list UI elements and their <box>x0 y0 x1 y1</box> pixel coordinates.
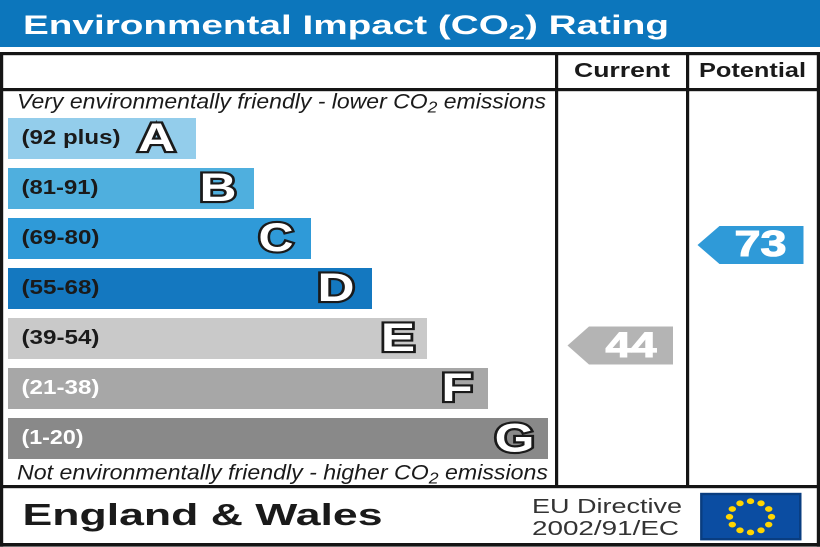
svg-text:D: D <box>317 265 354 310</box>
svg-text:G: G <box>495 415 535 460</box>
svg-text:(21-38): (21-38) <box>22 377 100 399</box>
svg-text:(55-68): (55-68) <box>22 277 100 299</box>
svg-text:England & Wales: England & Wales <box>23 497 383 532</box>
svg-text:Potential: Potential <box>699 60 806 82</box>
svg-text:Current: Current <box>574 60 670 82</box>
svg-text:2002/91/EC: 2002/91/EC <box>532 518 679 540</box>
svg-text:E: E <box>381 315 415 360</box>
svg-text:A: A <box>138 115 175 160</box>
svg-text:EU Directive: EU Directive <box>532 496 682 518</box>
svg-text:Not environmentally friendly -: Not environmentally friendly - higher CO… <box>17 462 549 488</box>
svg-text:(69-80): (69-80) <box>22 227 100 249</box>
svg-text:C: C <box>259 216 294 260</box>
svg-text:Very environmentally friendly: Very environmentally friendly - lower CO… <box>17 91 547 117</box>
svg-text:F: F <box>441 365 472 410</box>
svg-text:73: 73 <box>735 223 787 264</box>
svg-text:(1-20): (1-20) <box>22 427 84 449</box>
svg-text:B: B <box>199 165 236 210</box>
svg-text:44: 44 <box>606 326 658 365</box>
svg-text:Environmental Impact (CO2) Rat: Environmental Impact (CO 2) Rating <box>23 10 669 44</box>
svg-text:(39-54): (39-54) <box>22 327 100 349</box>
svg-text:(81-91): (81-91) <box>22 177 99 199</box>
svg-text:(92 plus): (92 plus) <box>22 127 121 149</box>
